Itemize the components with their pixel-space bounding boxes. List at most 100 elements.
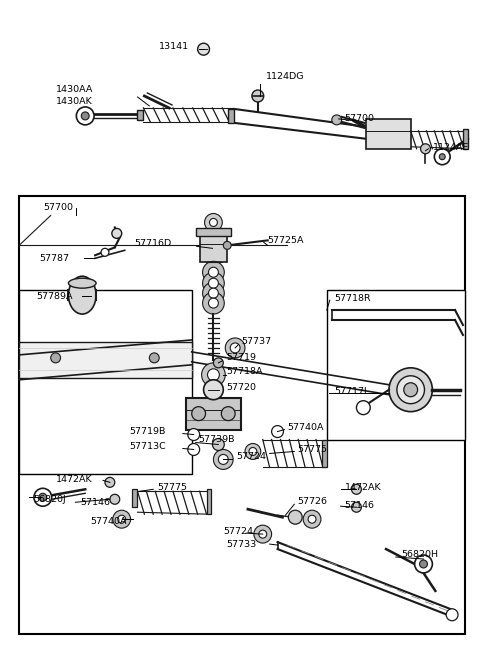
Text: 57719B: 57719B — [130, 427, 166, 436]
Bar — [463, 129, 468, 149]
Circle shape — [188, 428, 200, 441]
Bar — [132, 489, 137, 507]
Circle shape — [303, 510, 321, 528]
Text: 57717L: 57717L — [335, 387, 370, 396]
Text: 1472AK: 1472AK — [56, 475, 92, 484]
Circle shape — [34, 489, 52, 506]
Circle shape — [214, 449, 233, 470]
Text: 57718A: 57718A — [226, 367, 263, 377]
Circle shape — [404, 383, 418, 397]
Circle shape — [208, 288, 218, 298]
Circle shape — [288, 510, 302, 524]
Text: 57724: 57724 — [223, 527, 253, 536]
Text: 57713C: 57713C — [130, 442, 167, 451]
Circle shape — [76, 107, 94, 125]
Circle shape — [209, 219, 217, 227]
Circle shape — [308, 515, 316, 523]
Text: 57725A: 57725A — [268, 236, 304, 245]
Circle shape — [204, 380, 223, 400]
Bar — [200, 233, 227, 262]
Circle shape — [439, 154, 445, 160]
Circle shape — [446, 608, 458, 621]
Text: 57787: 57787 — [39, 253, 69, 263]
Bar — [228, 109, 234, 123]
Circle shape — [203, 292, 224, 314]
Text: 1124DG: 1124DG — [266, 71, 304, 81]
Circle shape — [272, 426, 284, 438]
Circle shape — [110, 495, 120, 504]
Circle shape — [207, 369, 219, 381]
Text: 56820H: 56820H — [401, 550, 438, 559]
Text: 57718R: 57718R — [335, 293, 372, 303]
Circle shape — [192, 407, 205, 421]
Text: 57720: 57720 — [226, 383, 256, 392]
Circle shape — [351, 502, 361, 512]
Bar — [19, 342, 192, 378]
Bar — [366, 119, 411, 149]
Bar — [206, 489, 212, 514]
Text: 57740A: 57740A — [90, 517, 127, 526]
Text: 57726: 57726 — [297, 496, 327, 506]
Circle shape — [389, 368, 432, 411]
Text: 56820J: 56820J — [33, 495, 66, 504]
Circle shape — [203, 272, 224, 294]
Circle shape — [221, 407, 235, 421]
Text: 57740A: 57740A — [288, 423, 324, 432]
Circle shape — [252, 90, 264, 102]
Circle shape — [218, 455, 228, 464]
Text: 1472AK: 1472AK — [345, 483, 381, 492]
Circle shape — [208, 278, 218, 288]
Text: 57146: 57146 — [80, 498, 110, 507]
Circle shape — [101, 248, 109, 256]
Circle shape — [81, 112, 89, 120]
Circle shape — [415, 555, 432, 573]
Circle shape — [397, 376, 424, 403]
Circle shape — [254, 525, 272, 543]
Text: 57700: 57700 — [43, 203, 73, 212]
Text: 57733: 57733 — [226, 540, 256, 549]
Circle shape — [39, 493, 47, 501]
Text: 57789A: 57789A — [36, 291, 72, 301]
Text: 57775: 57775 — [157, 483, 187, 492]
Ellipse shape — [69, 278, 96, 288]
Circle shape — [51, 353, 60, 363]
Circle shape — [188, 443, 200, 455]
Circle shape — [202, 363, 225, 386]
Text: 57700: 57700 — [345, 115, 374, 123]
Circle shape — [351, 484, 361, 495]
Circle shape — [208, 298, 218, 308]
Bar — [19, 290, 192, 474]
Text: 57146: 57146 — [345, 500, 374, 510]
Circle shape — [198, 43, 209, 55]
Circle shape — [245, 443, 261, 459]
Text: 57737: 57737 — [241, 337, 271, 346]
Text: 1430AK: 1430AK — [56, 98, 92, 107]
Circle shape — [434, 149, 450, 164]
Circle shape — [113, 510, 131, 528]
Bar — [322, 440, 327, 468]
Text: 57739B: 57739B — [199, 435, 235, 444]
Text: 1430AA: 1430AA — [56, 84, 93, 94]
Text: 57719: 57719 — [226, 353, 256, 362]
Circle shape — [213, 439, 224, 451]
Circle shape — [225, 338, 245, 358]
Bar — [19, 196, 465, 633]
Text: 13141: 13141 — [159, 42, 189, 50]
Ellipse shape — [69, 276, 96, 314]
Circle shape — [203, 261, 224, 283]
Circle shape — [203, 282, 224, 304]
Circle shape — [149, 353, 159, 363]
Bar — [196, 229, 231, 236]
Circle shape — [105, 477, 115, 487]
Circle shape — [249, 447, 257, 455]
Circle shape — [357, 401, 370, 415]
Circle shape — [230, 343, 240, 353]
Circle shape — [204, 214, 222, 231]
Text: 57724: 57724 — [236, 452, 266, 461]
Circle shape — [332, 115, 342, 125]
Circle shape — [208, 267, 218, 277]
Circle shape — [118, 515, 126, 523]
Circle shape — [259, 530, 267, 538]
Circle shape — [420, 560, 428, 568]
Circle shape — [420, 144, 431, 154]
